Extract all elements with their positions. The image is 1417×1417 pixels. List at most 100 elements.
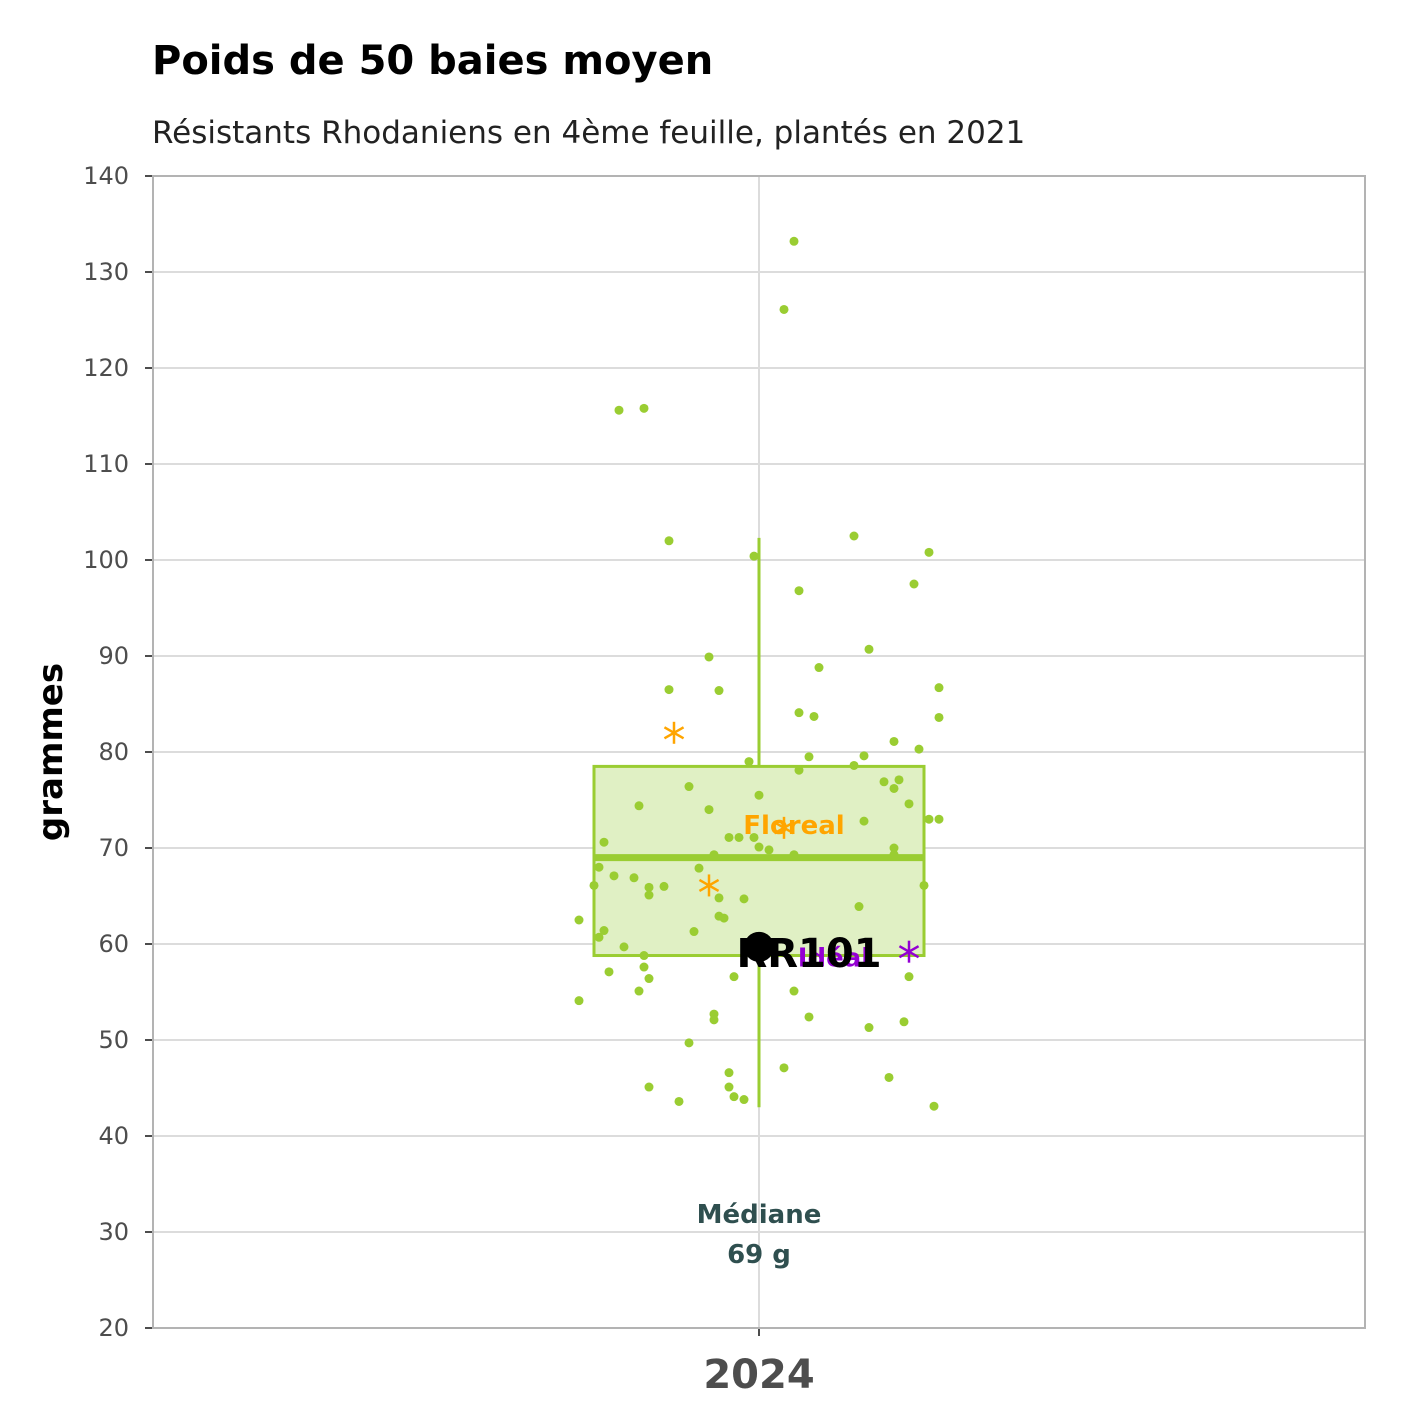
- data-point: [889, 783, 899, 793]
- data-point: [644, 890, 654, 900]
- data-point: [919, 880, 929, 890]
- data-point: [664, 536, 674, 546]
- floreal-point: [663, 721, 685, 744]
- median-annotation-line1: Médiane: [697, 1200, 822, 1230]
- data-point: [744, 757, 754, 767]
- data-point: [599, 926, 609, 936]
- data-point: [934, 712, 944, 722]
- data-point: [734, 832, 744, 842]
- data-points: [574, 236, 944, 1111]
- data-point: [729, 1092, 739, 1102]
- data-point: [914, 744, 924, 754]
- data-point: [904, 799, 914, 809]
- data-point: [719, 913, 729, 923]
- chart-subtitle: Résistants Rhodaniens en 4ème feuille, p…: [152, 115, 1025, 151]
- data-point: [639, 962, 649, 972]
- ideal-label: Idéal: [798, 943, 870, 973]
- data-point: [804, 752, 814, 762]
- data-point: [934, 683, 944, 693]
- data-point: [899, 1017, 909, 1027]
- data-point: [789, 850, 799, 860]
- data-point: [709, 1015, 719, 1025]
- data-point: [589, 880, 599, 890]
- data-point: [884, 1072, 894, 1082]
- y-tick-label: 130: [83, 258, 129, 286]
- star-stroke: [898, 945, 920, 959]
- y-tick-label: 80: [98, 738, 129, 766]
- data-point: [924, 547, 934, 557]
- y-tick-label: 60: [98, 930, 129, 958]
- y-tick-label: 70: [98, 834, 129, 862]
- y-tick-label: 50: [98, 1026, 129, 1054]
- data-point: [644, 882, 654, 892]
- data-point: [779, 1063, 789, 1073]
- y-tick-label: 30: [98, 1218, 129, 1246]
- data-point: [889, 736, 899, 746]
- data-point: [864, 1023, 874, 1033]
- y-tick-label: 90: [98, 642, 129, 670]
- data-point: [814, 663, 824, 673]
- data-point: [644, 1082, 654, 1092]
- data-point: [859, 816, 869, 826]
- data-point: [684, 1038, 694, 1048]
- data-point: [789, 236, 799, 246]
- star-stroke: [663, 726, 685, 740]
- data-point: [684, 782, 694, 792]
- data-point: [804, 1012, 814, 1022]
- data-point: [724, 1068, 734, 1078]
- data-point: [594, 862, 604, 872]
- data-point: [714, 686, 724, 696]
- data-point: [739, 1095, 749, 1105]
- data-point: [904, 972, 914, 982]
- ideal-point: [898, 940, 920, 963]
- y-axis-label: grammes: [31, 663, 71, 841]
- data-point: [794, 586, 804, 596]
- data-point: [909, 579, 919, 589]
- data-point: [704, 652, 714, 662]
- data-point: [724, 832, 734, 842]
- data-point: [694, 863, 704, 873]
- panel-border: [152, 175, 1366, 1329]
- data-point: [674, 1096, 684, 1106]
- y-tick-label: 100: [83, 546, 129, 574]
- star-stroke: [698, 878, 720, 893]
- data-point: [749, 832, 759, 842]
- data-point: [604, 967, 614, 977]
- data-point: [894, 775, 904, 785]
- chart-title: Poids de 50 baies moyen: [152, 38, 713, 84]
- data-point: [689, 927, 699, 937]
- data-point: [749, 551, 759, 561]
- data-point: [854, 902, 864, 912]
- median-annotation-line2: 69 g: [727, 1240, 791, 1270]
- data-point: [864, 644, 874, 654]
- data-point: [659, 881, 669, 891]
- y-tick-label: 40: [98, 1122, 129, 1150]
- data-point: [924, 814, 934, 824]
- x-tick-label: 2024: [703, 1352, 814, 1398]
- data-point: [779, 304, 789, 314]
- data-point: [704, 805, 714, 815]
- data-point: [929, 1101, 939, 1111]
- data-point: [889, 843, 899, 853]
- star-stroke: [773, 821, 795, 835]
- data-point: [599, 837, 609, 847]
- y-tick-label: 120: [83, 354, 129, 382]
- floreal-point: [698, 874, 720, 897]
- data-point: [724, 1082, 734, 1092]
- data-point: [614, 405, 624, 415]
- data-point: [794, 708, 804, 718]
- data-point: [609, 871, 619, 881]
- data-point: [859, 751, 869, 761]
- data-point: [934, 814, 944, 824]
- rr101-point: [744, 931, 774, 962]
- data-point: [634, 801, 644, 811]
- data-point: [629, 873, 639, 883]
- y-tick-label: 20: [98, 1314, 129, 1342]
- rr101-label: RR101: [736, 931, 881, 977]
- data-point: [754, 842, 764, 852]
- data-point: [849, 760, 859, 770]
- y-tick-label: 140: [83, 162, 129, 190]
- data-point: [794, 765, 804, 775]
